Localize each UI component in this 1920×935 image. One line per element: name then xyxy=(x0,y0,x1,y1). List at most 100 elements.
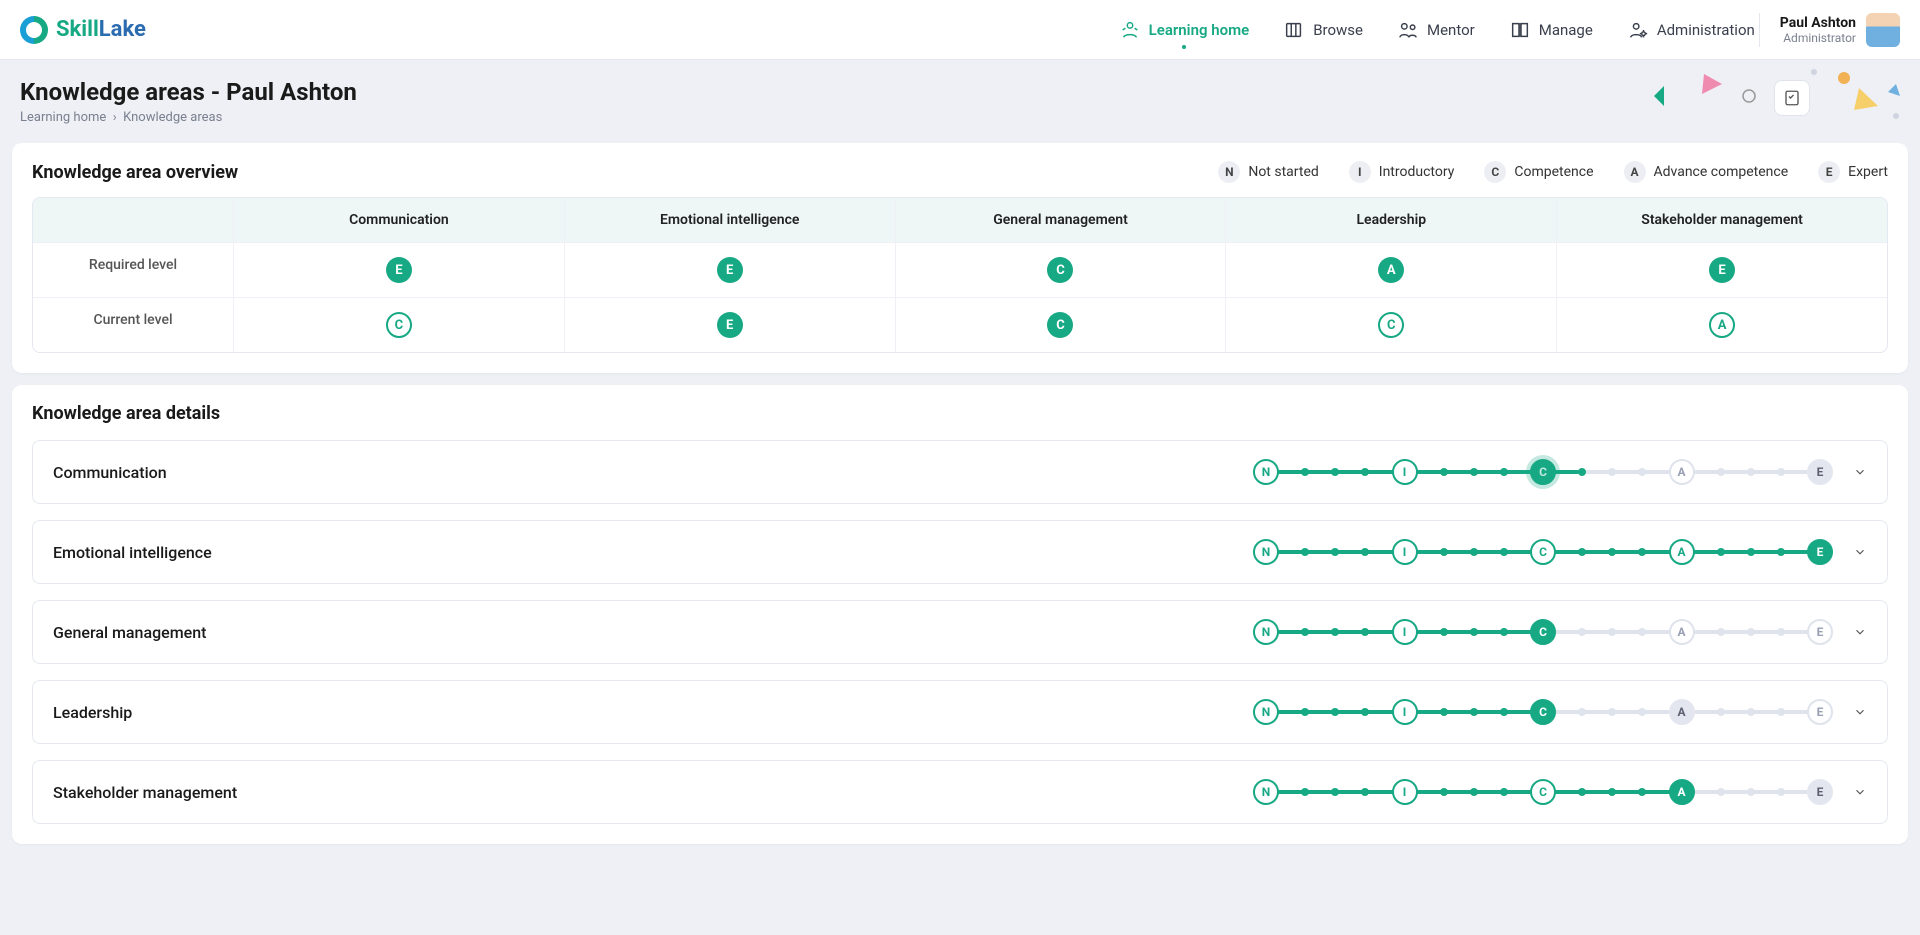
track-node-C: C xyxy=(1530,779,1556,805)
track-dot xyxy=(1638,628,1646,636)
track-node-C: C xyxy=(1530,539,1556,565)
detail-name: Stakeholder management xyxy=(53,783,237,802)
legend-label: Introductory xyxy=(1379,164,1455,180)
chevron-down-icon[interactable] xyxy=(1853,465,1867,479)
track-dot xyxy=(1608,708,1616,716)
checklist-button[interactable] xyxy=(1774,80,1810,116)
track-dot xyxy=(1331,708,1339,716)
track-node-E: E xyxy=(1807,539,1833,565)
overview-required-row: Required levelEECAE xyxy=(33,242,1887,297)
detail-row[interactable]: General managementNICAE xyxy=(32,600,1888,664)
track-node-C: C xyxy=(1530,459,1556,485)
track-node-A: A xyxy=(1669,779,1695,805)
nav-manage[interactable]: Manage xyxy=(1509,1,1593,59)
track-dot xyxy=(1440,788,1448,796)
track-dot xyxy=(1331,628,1339,636)
track-dot xyxy=(1777,628,1785,636)
track-node-N: N xyxy=(1253,539,1279,565)
level-badge: E xyxy=(717,257,743,283)
track-dot xyxy=(1470,788,1478,796)
detail-name: General management xyxy=(53,623,206,642)
nav-browse[interactable]: Browse xyxy=(1283,1,1363,59)
logo[interactable]: SkillLake xyxy=(20,16,146,44)
nav-label: Administration xyxy=(1657,21,1755,39)
breadcrumb-sep: › xyxy=(110,110,124,125)
details-card: Knowledge area details CommunicationNICA… xyxy=(12,385,1908,844)
track-node-A: A xyxy=(1669,459,1695,485)
track-dot xyxy=(1470,708,1478,716)
legend-pill: A xyxy=(1624,161,1646,183)
logo-text-skill: Skill xyxy=(56,17,99,42)
legend-item-N: NNot started xyxy=(1218,161,1318,183)
level-badge: A xyxy=(1378,257,1404,283)
legend-label: Expert xyxy=(1848,164,1888,180)
level-badge: A xyxy=(1709,312,1735,338)
level-badge: C xyxy=(1378,312,1404,338)
track-dot xyxy=(1361,708,1369,716)
overview-col-header: General management xyxy=(895,198,1226,242)
overview-title: Knowledge area overview xyxy=(32,162,238,183)
nav-icon xyxy=(1119,19,1141,41)
track-node-E: E xyxy=(1807,699,1833,725)
nav-learning-home[interactable]: Learning home xyxy=(1119,1,1250,59)
track-dot xyxy=(1301,708,1309,716)
detail-row[interactable]: Stakeholder managementNICAE xyxy=(32,760,1888,824)
track-dot xyxy=(1301,468,1309,476)
detail-row[interactable]: CommunicationNICAE xyxy=(32,440,1888,504)
track-dot xyxy=(1608,788,1616,796)
breadcrumb-link[interactable]: Learning home xyxy=(20,110,106,125)
overview-col-header: Emotional intelligence xyxy=(564,198,895,242)
track-dot xyxy=(1608,468,1616,476)
progress-track: NICAE xyxy=(1253,699,1833,725)
breadcrumb-current: Knowledge areas xyxy=(123,110,222,125)
track-dot xyxy=(1331,788,1339,796)
track-node-E: E xyxy=(1807,459,1833,485)
track-dot xyxy=(1331,548,1339,556)
nav-mentor[interactable]: Mentor xyxy=(1397,1,1475,59)
track-dot xyxy=(1638,708,1646,716)
details-list: CommunicationNICAEEmotional intelligence… xyxy=(32,440,1888,824)
detail-name: Emotional intelligence xyxy=(53,543,212,562)
nav-label: Mentor xyxy=(1427,21,1475,39)
breadcrumb: Learning home › Knowledge areas xyxy=(20,110,1900,125)
level-badge: E xyxy=(1709,257,1735,283)
legend: NNot startedIIntroductoryCCompetenceAAdv… xyxy=(1218,161,1888,183)
user-role: Administrator xyxy=(1780,31,1856,45)
track-node-N: N xyxy=(1253,459,1279,485)
track-dot xyxy=(1301,788,1309,796)
chevron-down-icon[interactable] xyxy=(1853,705,1867,719)
track-node-A: A xyxy=(1669,619,1695,645)
row-label: Required level xyxy=(33,243,233,297)
level-badge: E xyxy=(386,257,412,283)
overview-col-header: Communication xyxy=(233,198,564,242)
track-dot xyxy=(1301,548,1309,556)
level-badge: C xyxy=(1047,312,1073,338)
user-name: Paul Ashton xyxy=(1780,15,1856,31)
detail-row[interactable]: LeadershipNICAE xyxy=(32,680,1888,744)
nav-icon xyxy=(1509,19,1531,41)
track-dot xyxy=(1777,548,1785,556)
page-title: Knowledge areas - Paul Ashton xyxy=(20,78,1900,106)
track-dot xyxy=(1361,468,1369,476)
chevron-down-icon[interactable] xyxy=(1853,545,1867,559)
main-nav: Learning home Browse Mentor Manage Administr… xyxy=(1119,1,1755,59)
track-dot xyxy=(1361,628,1369,636)
track-dot xyxy=(1638,548,1646,556)
overview-header-row: CommunicationEmotional intelligenceGener… xyxy=(33,198,1887,242)
chevron-down-icon[interactable] xyxy=(1853,625,1867,639)
nav-administration[interactable]: Administration xyxy=(1627,1,1755,59)
track-dot xyxy=(1500,468,1508,476)
track-dot xyxy=(1301,628,1309,636)
legend-pill: E xyxy=(1818,161,1840,183)
track-node-A: A xyxy=(1669,699,1695,725)
track-dot xyxy=(1500,628,1508,636)
track-node-C: C xyxy=(1530,619,1556,645)
track-dot xyxy=(1440,468,1448,476)
track-dot xyxy=(1331,468,1339,476)
track-dot xyxy=(1747,548,1755,556)
user-block[interactable]: Paul Ashton Administrator xyxy=(1759,13,1900,47)
overview-col-header: Leadership xyxy=(1225,198,1556,242)
track-dot xyxy=(1608,628,1616,636)
detail-row[interactable]: Emotional intelligenceNICAE xyxy=(32,520,1888,584)
chevron-down-icon[interactable] xyxy=(1853,785,1867,799)
